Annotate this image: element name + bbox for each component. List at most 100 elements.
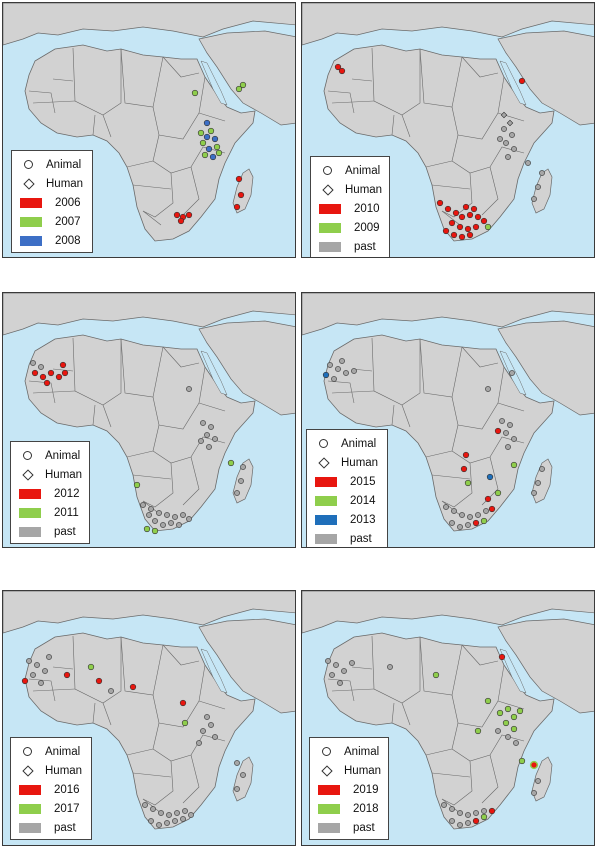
marker-animal [181, 719, 189, 727]
marker-animal [177, 217, 185, 225]
marker-animal [213, 143, 221, 151]
marker-animal [240, 772, 246, 778]
marker-animal [233, 203, 241, 211]
outbreak-markers [334, 63, 545, 241]
marker-animal [148, 506, 154, 512]
marker-animal [349, 660, 355, 666]
marker-animal [329, 672, 335, 678]
legend-entry: 2007 [20, 212, 86, 231]
marker-animal [451, 508, 457, 514]
marker-animal [351, 368, 357, 374]
marker-animal [338, 67, 346, 75]
marker-animal [509, 132, 515, 138]
color-swatch [319, 241, 341, 252]
marker-animal [148, 818, 154, 824]
marker-animal [191, 89, 199, 97]
legend: Animal Human 2019 2018 past [309, 737, 389, 840]
human-diamond-icon [322, 183, 334, 196]
marker-animal [201, 151, 209, 159]
color-swatch [315, 476, 337, 487]
marker-animal [55, 373, 63, 381]
outbreak-markers [322, 358, 545, 530]
marker-animal [152, 518, 158, 524]
color-swatch [19, 526, 41, 537]
marker-animal [182, 808, 188, 814]
marker-human [500, 111, 508, 119]
marker-animal [443, 504, 449, 510]
marker-animal [87, 663, 95, 671]
marker-animal [518, 757, 526, 765]
marker-animal [511, 436, 517, 442]
color-swatch [319, 222, 341, 233]
marker-animal [472, 519, 480, 527]
marker-animal [204, 432, 210, 438]
map-panel-2: Animal Human 2010 2009 past [301, 2, 595, 258]
marker-animal [180, 816, 186, 822]
marker-animal [341, 668, 347, 674]
marker-animal [494, 489, 502, 497]
marker-animal [238, 478, 244, 484]
marker-animal [208, 722, 214, 728]
marker-animal [188, 812, 194, 818]
marker-animal [531, 790, 537, 796]
marker-animal [494, 427, 502, 435]
marker-animal [176, 522, 182, 528]
marker-animal [488, 505, 496, 513]
color-swatch [19, 784, 41, 795]
marker-animal [484, 495, 492, 503]
marker-animal [510, 713, 518, 721]
color-swatch [315, 514, 337, 525]
marker-animal [475, 512, 481, 518]
marker-animal [239, 81, 247, 89]
legend: Animal Human 2006 2007 2008 [11, 150, 93, 253]
marker-animal [337, 680, 343, 686]
marker-animal [180, 512, 186, 518]
legend-entry: 2011 [19, 503, 83, 522]
legend-entry: past [19, 522, 83, 541]
legend-entry: past [19, 818, 85, 837]
marker-animal [204, 714, 210, 720]
marker-animal [172, 514, 178, 520]
color-swatch [19, 803, 41, 814]
marker-animal [240, 464, 246, 470]
marker-animal [510, 725, 518, 733]
marker-animal [472, 223, 480, 231]
marker-animal [510, 461, 518, 469]
legend: Animal Human 2016 2017 past [10, 737, 92, 840]
marker-animal [484, 223, 492, 231]
marker-animal [43, 379, 51, 387]
marker-animal [339, 358, 345, 364]
marker-animal [465, 522, 471, 528]
marker-animal [480, 813, 488, 821]
marker-animal [458, 213, 466, 221]
legend-entry: 2009 [319, 218, 383, 237]
human-diamond-icon [321, 764, 333, 777]
marker-animal [186, 516, 192, 522]
marker-animal [505, 154, 511, 160]
marker-animal [46, 654, 52, 660]
marker-animal [164, 820, 170, 826]
marker-animal [480, 517, 488, 525]
color-swatch [318, 784, 340, 795]
animal-circle-icon [322, 747, 331, 756]
marker-animal [499, 418, 505, 424]
marker-animal [203, 119, 211, 127]
animal-circle-icon [323, 166, 332, 175]
animal-circle-icon [319, 439, 328, 448]
marker-animal [206, 444, 212, 450]
marker-animal [449, 806, 455, 812]
marker-animal [457, 524, 463, 530]
marker-animal [539, 170, 545, 176]
marker-animal [529, 760, 539, 770]
marker-animal [474, 213, 482, 221]
marker-animal [464, 479, 472, 487]
marker-animal [467, 514, 473, 520]
legend-entry: past [315, 529, 381, 547]
marker-animal [140, 502, 146, 508]
marker-animal [42, 668, 48, 674]
marker-animal [26, 658, 32, 664]
legend-entry: 2019 [318, 780, 382, 799]
marker-human [506, 119, 514, 127]
marker-animal [535, 184, 541, 190]
marker-animal [457, 810, 463, 816]
